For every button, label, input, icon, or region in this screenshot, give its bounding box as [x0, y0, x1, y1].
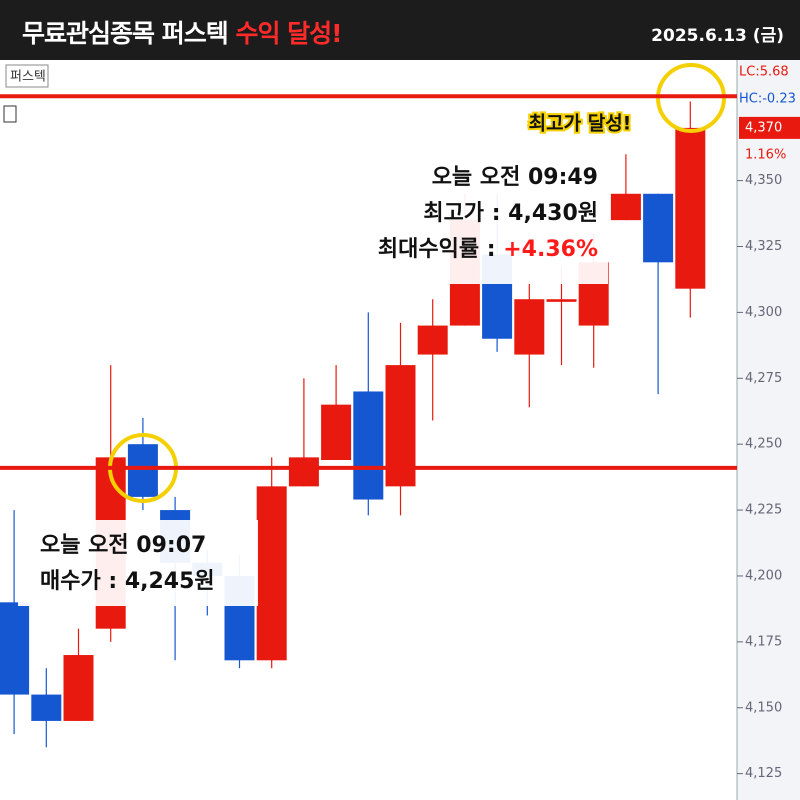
annotation-time: 오늘 오전 09:07	[40, 533, 207, 558]
y-axis-area	[737, 60, 800, 800]
candle-body	[321, 404, 352, 460]
candle-body	[514, 299, 545, 355]
annotation-price: 매수가 : 4,245원	[40, 569, 215, 594]
annotation-time: 오늘 오전 09:49	[431, 165, 598, 190]
change-label: 1.16%	[745, 147, 786, 162]
return-value: +4.36%	[503, 237, 598, 262]
y-tick-label: 4,200	[745, 568, 782, 583]
last-price-box	[739, 116, 800, 139]
y-tick-label: 4,250	[745, 437, 782, 452]
annotation-return: 최대수익률 : +4.36%	[320, 232, 598, 268]
y-tick-label: 4,125	[745, 766, 782, 781]
candle-body	[610, 193, 641, 221]
candle-body	[31, 694, 62, 721]
title-highlight: 수익 달성!	[235, 19, 342, 48]
return-label: 최대수익률 :	[377, 237, 496, 262]
candle-body	[63, 655, 94, 721]
last-price-label: 4,370	[745, 120, 782, 135]
symbol-box	[5, 64, 49, 88]
hc-label: HC:-0.23	[739, 92, 796, 107]
candle-body	[643, 193, 674, 263]
candle-body	[353, 391, 384, 500]
calc-icon	[3, 105, 17, 123]
y-tick-label: 4,350	[745, 173, 782, 188]
y-tick-label: 4,325	[745, 239, 782, 254]
candle-body	[127, 444, 158, 497]
candle-body	[0, 602, 30, 695]
y-tick-label: 4,275	[745, 371, 782, 386]
y-tick-label: 4,225	[745, 503, 782, 518]
symbol: 퍼스텍	[10, 70, 46, 85]
y-tick-label: 4,175	[745, 634, 782, 649]
y-tick-label: 4,300	[745, 305, 782, 320]
annotation-high: 오늘 오전 09:49 최고가 : 4,430원 최대수익률 : +4.36%	[320, 152, 608, 284]
candle-body	[256, 486, 287, 661]
title: 무료관심종목 퍼스텍 수익 달성!	[22, 14, 343, 50]
annotation-buy: 오늘 오전 09:07 매수가 : 4,245원	[18, 520, 258, 606]
date: 2025.6.13 (금)	[651, 26, 784, 46]
y-tick-label: 4,150	[745, 700, 782, 715]
badge: 최고가 달성!	[529, 113, 632, 135]
candle-body	[675, 127, 706, 289]
header: 무료관심종목 퍼스텍 수익 달성! 2025.6.13 (금)	[0, 0, 800, 60]
candle-body	[288, 457, 319, 487]
lc-label: LC:5.68	[739, 65, 789, 80]
annotation-price: 최고가 : 4,430원	[423, 201, 598, 226]
candle-body	[417, 325, 448, 355]
candle-body	[546, 299, 577, 302]
title-main: 무료관심종목 퍼스텍	[22, 19, 229, 48]
